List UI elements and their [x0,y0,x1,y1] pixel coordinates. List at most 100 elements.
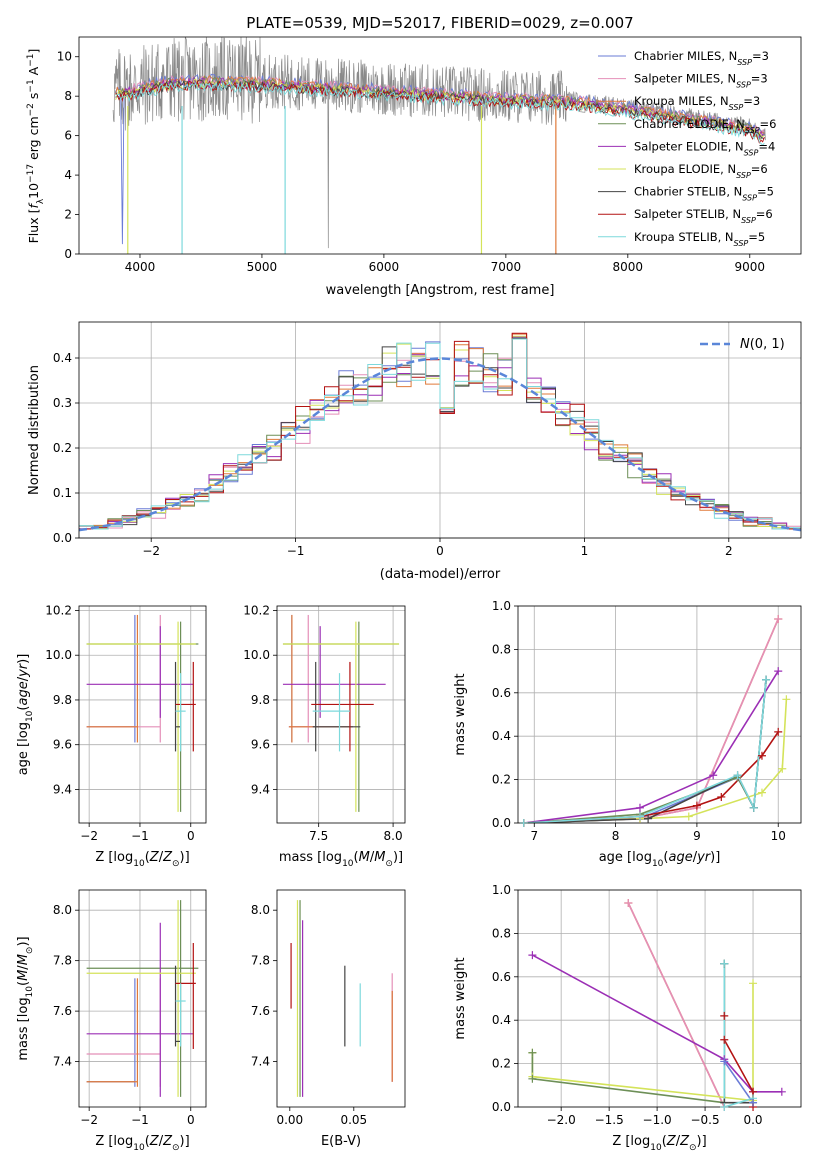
y-tick-label: 0.0 [492,816,511,830]
normal-distribution-curve [79,357,801,532]
x-tick-label: 7000 [491,260,522,274]
x-tick-label: 5000 [247,260,278,274]
x-tick-label: −2.0 [547,1113,576,1127]
plot-area [86,900,199,1097]
x-tick-label: 4000 [125,260,156,274]
legend-label: Salpeter MILES, NSSP=3 [634,72,768,90]
y-axis-label: Flux [fλ10−17 erg cm−2 s−1 A−1] [26,49,46,244]
y-tick-label: 7.8 [53,954,72,968]
y-axis-label: mass weight [453,673,468,755]
y-axis-label: mass [log10(M/M⊙)] [16,936,35,1060]
y-tick-label: 8.0 [251,903,270,917]
y-tick-label: 1.0 [492,883,511,897]
weight-line [523,679,767,823]
weight-marker [528,1074,537,1083]
weight-line [523,679,767,823]
y-tick-label: 0.4 [492,729,511,743]
axes-frame [78,36,802,255]
y-tick-label: 7.8 [251,954,270,968]
axes-frame [276,605,406,824]
weight-marker [717,792,726,801]
y-tick-label: 10 [57,50,72,64]
legend-label: Chabrier ELODIE, NSSP=6 [634,117,776,135]
y-tick-label: 0.2 [492,773,511,787]
y-tick-label: 7.6 [251,1004,270,1018]
legend-label: Salpeter STELIB, NSSP=6 [634,207,773,225]
weight-marker [684,812,693,821]
weight-marker [774,667,783,676]
y-tick-label: 0.2 [53,441,72,455]
x-tick-label: 8000 [613,260,644,274]
weight-marker [528,1048,537,1057]
x-tick-label: 0 [187,829,195,843]
age-vs-z-panel: −2 −1 0 9.4 9.6 9.8 10.0 10.2 Z [log10(Z/Z⊙)] age… [16,603,207,869]
y-tick-label: 10.2 [45,603,72,617]
y-tick-label: 6 [64,129,72,143]
x-tick-label: −2 [142,544,160,558]
x-tick-label: 9000 [735,260,766,274]
weight-marker [749,979,758,988]
weight-marker [782,695,791,704]
y-tick-label: 8.0 [53,903,72,917]
weight-marker [749,1098,758,1107]
figure-title: PLATE=0539, MJD=52017, FIBERID=0029, z=0… [246,14,633,32]
weight-line [627,902,726,1107]
y-tick-label: 7.4 [53,1055,72,1069]
weight-marker [624,899,633,908]
x-axis-label: E(B-V) [321,1134,361,1149]
y-tick-label: 9.6 [251,738,270,752]
x-tick-label: 1 [581,544,589,558]
weight-marker [774,727,783,736]
x-tick-label: 8.0 [384,829,403,843]
axes-frame [78,889,207,1108]
weight-marker [528,951,537,960]
x-axis-label: Z [log10(Z/Z⊙)] [612,1134,706,1153]
x-tick-label: 0 [436,544,444,558]
model-spectrum-line [115,80,765,146]
weight-marker [635,803,644,812]
age-vs-mass-panel: 7.5 8.0 9.4 9.6 9.8 10.0 10.2 mass [log10(M/M⊙)… [243,603,406,869]
x-tick-label: 0 [187,1113,195,1127]
weight-marker [762,675,771,684]
y-tick-label: 8 [64,89,72,103]
weight-line [723,1015,754,1107]
x-tick-label: 10 [771,829,786,843]
x-tick-label: 0.0 [743,1113,762,1127]
x-tick-label: −2 [80,829,98,843]
x-tick-label: 2 [725,544,733,558]
plot-area [112,37,766,254]
weight-line [523,679,767,823]
x-tick-label: −1 [131,829,149,843]
y-tick-label: 0.2 [492,1057,511,1071]
weight-vs-age-panel: 7 8 9 10 0.0 0.2 0.4 0.6 0.8 1.0 age [log10(age/yr… [453,599,802,869]
weight-marker [777,1087,786,1096]
weight-marker [720,1103,729,1111]
y-tick-label: 0.4 [492,1013,511,1027]
x-tick-label: 0.00 [276,1113,303,1127]
y-tick-label: 0.6 [492,686,511,700]
y-tick-label: 9.8 [251,693,270,707]
weight-line [723,963,754,1107]
x-tick-label: 9 [693,829,701,843]
mass-vs-z-panel: −2 −1 0 7.4 7.6 7.8 8.0 Z [log10(Z/Z⊙)] mass [lo… [16,889,207,1153]
y-tick-label: 10.2 [243,603,270,617]
plot-area [79,332,801,532]
weight-marker [774,615,783,624]
y-tick-label: 7.4 [251,1055,270,1069]
x-tick-label: −1 [131,1113,149,1127]
x-tick-label: −1.0 [643,1113,672,1127]
y-tick-label: 0.1 [53,486,72,500]
weight-marker [778,764,787,773]
plot-area [282,614,400,812]
y-tick-label: 0 [64,247,72,261]
axes-frame [517,605,802,824]
legend-label: Kroupa ELODIE, NSSP=6 [634,162,768,180]
weight-line [532,954,782,1093]
y-tick-label: 9.4 [53,782,72,796]
mass-vs-ebv-panel: 0.00 0.05 7.4 7.6 7.8 8.0 E(B-V) [251,889,406,1149]
weight-marker [749,803,758,812]
y-tick-label: 0.8 [492,926,511,940]
axes-frame [78,605,207,824]
residual-histogram-step [79,338,801,530]
